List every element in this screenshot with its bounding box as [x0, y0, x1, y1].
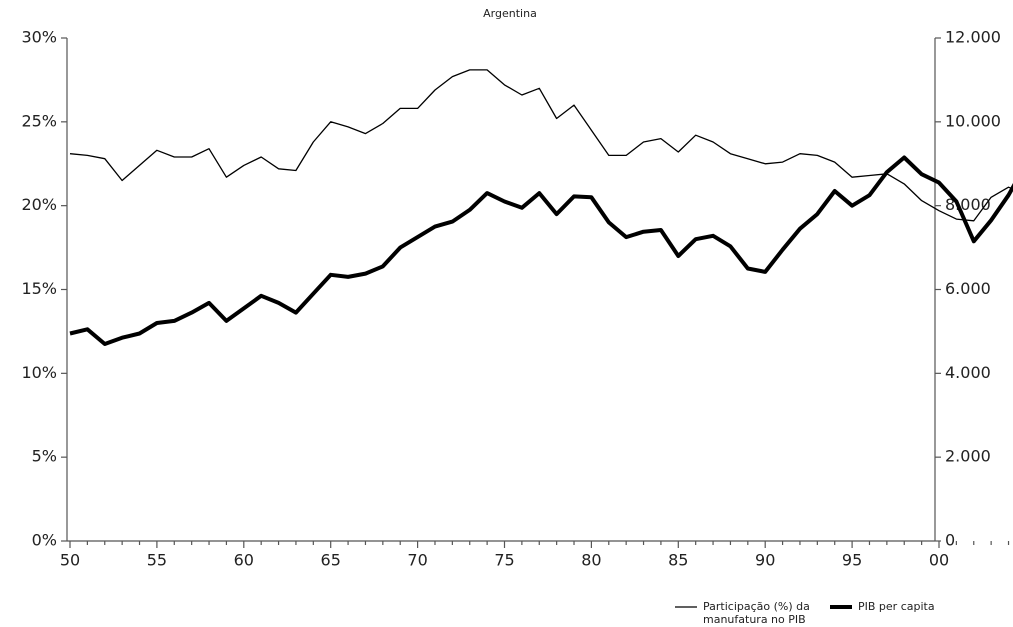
y-tick-label: 5% [32, 447, 57, 466]
series-line [69, 155, 1013, 346]
y2-tick-label: 4.000 [945, 363, 991, 382]
x-tick-label: 50 [60, 551, 80, 570]
y2-tick-label: 2.000 [945, 447, 991, 466]
y2-tick-label: 0 [945, 531, 955, 550]
y2-tick-label: 6.000 [945, 279, 991, 298]
y-tick-label: 20% [21, 195, 57, 214]
y-tick-label: 0% [32, 531, 57, 550]
x-tick-label: 55 [147, 551, 167, 570]
y-tick-label: 30% [21, 28, 57, 47]
chart-title: Argentina [483, 7, 537, 20]
y-tick-label: 10% [21, 363, 57, 382]
x-tick-label: 80 [581, 551, 601, 570]
x-tick-label: 75 [494, 551, 514, 570]
x-tick-label: 00 [929, 551, 949, 570]
x-tick-label: 95 [842, 551, 862, 570]
x-tick-label: 65 [321, 551, 341, 570]
y2-tick-label: 12.000 [945, 28, 1001, 47]
y-tick-label: 25% [21, 111, 57, 130]
legend-label: PIB per capita [858, 600, 935, 613]
y-tick-label: 15% [21, 279, 57, 298]
legend-label: Participação (%) da manufatura no PIB [703, 600, 810, 626]
x-tick-label: 70 [407, 551, 427, 570]
y2-tick-label: 10.000 [945, 111, 1001, 130]
x-tick-label: 90 [755, 551, 775, 570]
x-tick-label: 85 [668, 551, 688, 570]
x-tick-label: 60 [234, 551, 254, 570]
series-line [69, 69, 1013, 222]
